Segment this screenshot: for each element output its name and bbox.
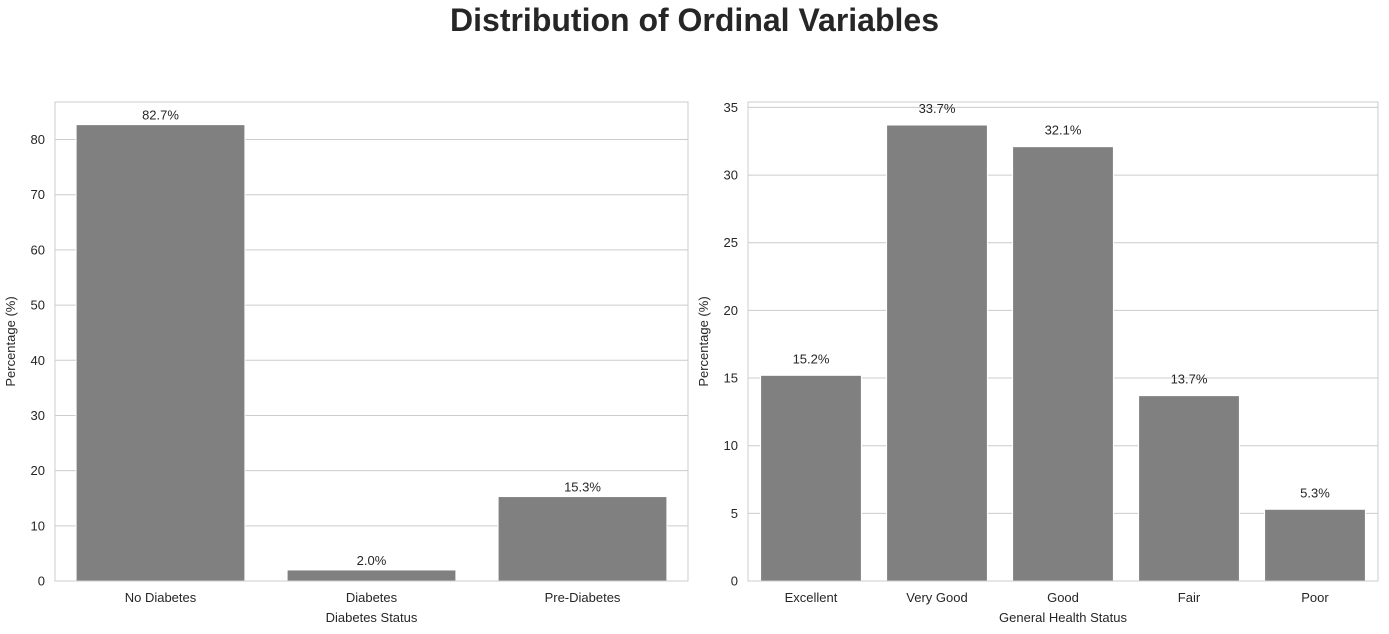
bar-pre-diabetes	[497, 496, 668, 582]
y-tick-label: 70	[31, 187, 45, 202]
y-tick-label: 10	[31, 518, 45, 533]
y-tick-label: 0	[731, 574, 738, 589]
x-tick-label: Poor	[1301, 590, 1329, 605]
x-tick-label: Excellent	[785, 590, 838, 605]
data-label: 15.3%	[564, 480, 601, 495]
x-tick-label: Very Good	[906, 590, 967, 605]
data-label: 5.3%	[1300, 485, 1330, 500]
x-tick-label: Diabetes	[346, 590, 398, 605]
data-label: 2.0%	[357, 553, 387, 568]
y-tick-label: 30	[724, 168, 738, 183]
data-label: 13.7%	[1171, 372, 1208, 387]
general-health-plot: 0 5 10 15 20 25 30 35 15.2% Excellent 33.7% Very Go…	[696, 100, 1379, 625]
figure-title: Distribution of Ordinal Variables	[450, 2, 939, 38]
y-axis-label: Percentage (%)	[696, 296, 711, 386]
data-label: 82.7%	[142, 108, 179, 123]
data-label: 32.1%	[1045, 123, 1082, 138]
y-tick-label: 30	[31, 408, 45, 423]
axes-frame	[54, 101, 689, 582]
bar-poor	[1264, 508, 1366, 582]
y-tick-label: 50	[31, 298, 45, 313]
axes-frame	[747, 101, 1379, 582]
bar-very-good	[886, 124, 988, 582]
x-tick-label: Good	[1047, 590, 1079, 605]
y-tick-label: 25	[724, 235, 738, 250]
bar-diabetes	[286, 569, 457, 582]
x-tick-label: Fair	[1178, 590, 1201, 605]
diabetes-status-plot: 0 10 20 30 40 50 60 70 80 82.7% No Diabetes 2.0% Dia…	[3, 101, 689, 625]
y-tick-label: 10	[724, 438, 738, 453]
x-tick-label: No Diabetes	[125, 590, 197, 605]
y-tick-label: 35	[724, 100, 738, 115]
x-axis-label: General Health Status	[999, 610, 1127, 625]
y-tick-label: 20	[31, 463, 45, 478]
bar-good	[1012, 146, 1114, 582]
y-axis-label: Percentage (%)	[3, 296, 18, 386]
y-tick-label: 0	[38, 574, 45, 589]
bar-excellent	[760, 374, 862, 582]
x-tick-label: Pre-Diabetes	[545, 590, 621, 605]
data-label: 33.7%	[919, 101, 956, 116]
y-tick-label: 40	[31, 353, 45, 368]
data-label: 15.2%	[793, 351, 830, 366]
y-tick-label: 60	[31, 242, 45, 257]
y-tick-label: 20	[724, 303, 738, 318]
y-tick-label: 80	[31, 132, 45, 147]
x-axis-label: Diabetes Status	[326, 610, 418, 625]
y-tick-label: 15	[724, 371, 738, 386]
bar-fair	[1138, 395, 1240, 582]
y-tick-label: 5	[731, 506, 738, 521]
bar-no-diabetes	[75, 124, 246, 582]
